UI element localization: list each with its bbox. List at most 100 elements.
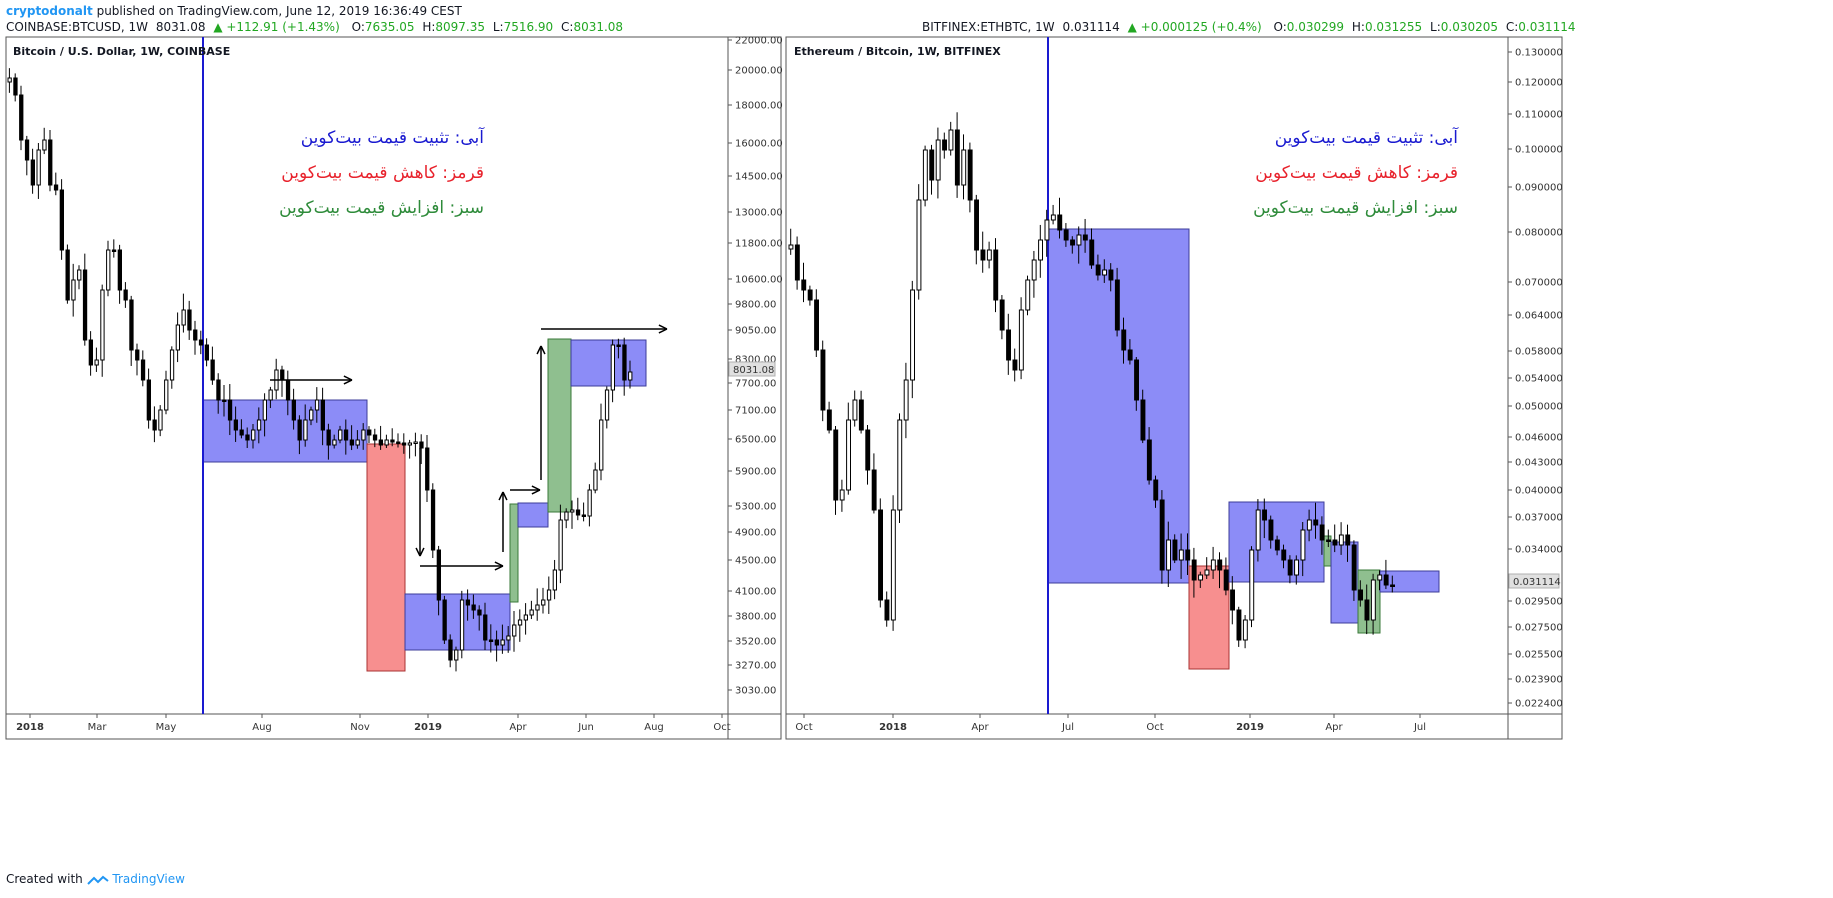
candle-body <box>575 509 581 516</box>
right-x-tick-label: Apr <box>971 722 989 733</box>
candle-body <box>954 129 960 186</box>
candle-body <box>1262 509 1267 521</box>
left-y-tick-label: 9800.00 <box>735 300 776 311</box>
symbol-left: COINBASE:BTCUSD, 1W <box>6 20 149 34</box>
left-y-tick-label: 8300.00 <box>735 355 776 366</box>
left-arrow-right-2-head <box>494 561 504 571</box>
candle-body <box>448 639 453 661</box>
right-y-tick-label: 0.100000 <box>1515 145 1563 156</box>
right-x-tick-label: Jul <box>1413 722 1426 733</box>
right-y-tick-label: 0.034000 <box>1515 545 1563 556</box>
candle-body <box>948 129 954 151</box>
right-price-label: 0.031114 <box>1513 577 1561 588</box>
left-y-tick-label: 5900.00 <box>735 467 776 478</box>
right-legend-green: سبز: افزایش قیمت بیت‌کوین <box>1253 198 1458 218</box>
candle-body <box>1351 544 1357 591</box>
candle-body <box>1025 279 1031 311</box>
candle-body <box>436 549 442 601</box>
candle-body <box>494 639 500 646</box>
left-arrow-right-4-head <box>658 324 668 334</box>
candle-body <box>419 441 424 449</box>
candle-body <box>807 289 813 301</box>
publisher-name[interactable]: cryptodonalt <box>6 4 93 18</box>
candle-body <box>430 489 436 551</box>
candle-body <box>616 344 621 347</box>
candle-body <box>297 419 302 441</box>
right-x-tick-label: Oct <box>1146 722 1163 733</box>
candle-body <box>1345 534 1351 546</box>
left-y-tick-label: 4500.00 <box>735 556 776 567</box>
right-y-tick-label: 0.046000 <box>1515 433 1563 444</box>
left-y-tick-label: 3520.00 <box>735 637 776 648</box>
candle-body <box>378 439 384 446</box>
candle-body <box>935 139 941 181</box>
candle-body <box>599 419 604 471</box>
tradingview-logo-icon <box>86 875 109 885</box>
left-consolidation-box-4 <box>570 339 647 387</box>
candle-body <box>442 599 447 641</box>
candle-body <box>1319 524 1325 541</box>
candle-body <box>1108 269 1114 281</box>
candle-body <box>1390 584 1395 587</box>
left-x-tick-label: Aug <box>252 722 272 733</box>
candle-body <box>355 439 360 446</box>
right-chart-title: Ethereum / Bitcoin, 1W, BITFINEX <box>794 45 1001 58</box>
left-rise-box-1 <box>509 503 519 603</box>
candle-body <box>1134 359 1139 401</box>
right-y-tick-label: 0.054000 <box>1515 374 1563 385</box>
right-x-tick-label: 2018 <box>879 722 907 733</box>
left-y-tick-label: 5300.00 <box>735 502 776 513</box>
candle-body <box>1223 569 1229 591</box>
candle-body <box>326 429 331 446</box>
right-x-tick-label: Apr <box>1325 722 1343 733</box>
candle-body <box>1326 539 1331 542</box>
candle-body <box>1338 534 1344 546</box>
candle-body <box>1268 519 1274 541</box>
candle-body <box>1313 519 1319 526</box>
candle-body <box>552 569 558 591</box>
candle-body <box>42 139 47 151</box>
candle-body <box>169 349 175 381</box>
candle-body <box>1102 269 1107 276</box>
candle-body <box>1274 539 1280 551</box>
candle-body <box>999 299 1005 331</box>
candle-body <box>1070 239 1075 246</box>
left-y-tick-label: 13000.00 <box>735 208 783 219</box>
candle-body <box>1159 499 1165 571</box>
candle-body <box>833 429 839 501</box>
candle-body <box>280 369 285 381</box>
candle-body <box>628 371 633 381</box>
tradingview-link[interactable]: TradingView <box>112 872 185 886</box>
candle-body <box>1153 479 1159 501</box>
candle-body <box>929 149 935 181</box>
candle-body <box>222 399 227 402</box>
candle-body <box>794 244 800 281</box>
candle-body <box>100 289 105 361</box>
candle-body <box>564 511 569 521</box>
candle-body <box>158 409 163 431</box>
candle-body <box>1364 599 1370 621</box>
candle-body <box>903 379 909 421</box>
candle-body <box>1140 399 1146 441</box>
candle-body <box>517 619 523 626</box>
left-y-tick-label: 20000.00 <box>735 66 783 77</box>
right-x-tick-label: Oct <box>795 722 812 733</box>
candle-body <box>227 399 233 421</box>
candle-body <box>7 77 12 83</box>
left-y-tick-label: 3800.00 <box>735 612 776 623</box>
candle-body <box>111 249 117 252</box>
candle-body <box>59 189 65 251</box>
candle-body <box>361 429 366 441</box>
candle-body <box>164 379 169 411</box>
candle-body <box>826 409 832 431</box>
candle-body <box>53 184 59 191</box>
candle-body <box>846 419 851 491</box>
symbol-line-right: BITFINEX:ETHBTC, 1W 0.031114 ▲ +0.000125… <box>922 20 1584 34</box>
candle-body <box>239 429 244 436</box>
candle-body <box>858 399 864 431</box>
candle-body <box>291 399 297 421</box>
left-y-tick-label: 11800.00 <box>735 239 783 250</box>
left-x-tick-label: May <box>156 722 177 733</box>
candle-body <box>604 389 610 421</box>
candle-body <box>1217 559 1223 571</box>
